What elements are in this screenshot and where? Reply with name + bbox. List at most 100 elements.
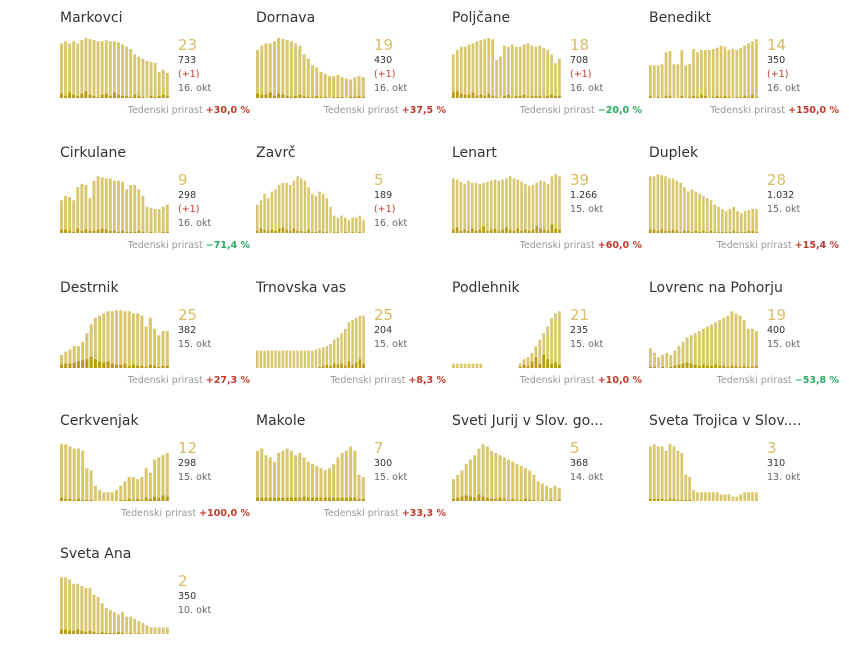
active-bar (664, 52, 668, 98)
new-case-bar (747, 230, 751, 233)
active-bar (546, 183, 550, 233)
panel-title: Zavrč (256, 145, 296, 161)
active-bar (121, 181, 124, 233)
active-bar (540, 483, 544, 501)
active-bar (732, 206, 736, 233)
new-case-bar (751, 230, 754, 233)
new-case-bar (673, 365, 677, 368)
active-bar (467, 180, 470, 233)
active-bar (131, 313, 135, 368)
active-bar (117, 180, 120, 233)
weekly-growth-value: +10,0 % (597, 375, 642, 386)
active-bar (333, 339, 336, 368)
new-case-bar (325, 364, 329, 368)
active-bar (129, 616, 133, 634)
active-bar (739, 494, 743, 501)
bar-chart (649, 444, 758, 501)
active-bar (700, 492, 703, 501)
weekly-growth-label: Tedenski prirast (127, 240, 203, 251)
active-bar (653, 352, 656, 368)
active-bar (672, 446, 676, 501)
new-case-bar (161, 94, 165, 98)
new-case-bar (76, 228, 80, 233)
active-bar (307, 187, 310, 233)
active-bar (96, 41, 100, 98)
new-case-bar (474, 230, 478, 233)
new-case-bar (468, 496, 472, 501)
active-count: 7 (374, 439, 384, 457)
active-bar (123, 311, 127, 368)
active-bar (550, 317, 553, 368)
active-bar (108, 41, 112, 98)
active-bar (76, 187, 80, 233)
active-bar (459, 46, 463, 98)
new-case-bar (704, 95, 707, 98)
new-case-bar (743, 95, 747, 98)
weekly-growth: Tedenski prirast +15,4 % (649, 240, 839, 251)
active-bar (693, 333, 697, 368)
active-bar (751, 209, 754, 233)
active-bar (355, 317, 358, 368)
daily-change: (+1) (178, 69, 200, 80)
active-bar (668, 444, 672, 501)
active-bar (92, 594, 96, 634)
new-case-bar (746, 366, 750, 368)
weekly-growth-label: Tedenski prirast (519, 105, 595, 116)
active-bar (81, 341, 85, 368)
active-bar (507, 459, 511, 501)
new-case-bar (100, 631, 104, 634)
active-bar (546, 50, 550, 98)
new-case-bar (676, 499, 680, 501)
new-case-bar (672, 498, 676, 501)
active-bar (340, 215, 343, 233)
new-case-bar (106, 361, 110, 368)
active-bar (127, 477, 131, 501)
active-bar (696, 52, 699, 98)
new-case-bar (332, 497, 336, 501)
active-bar (344, 78, 348, 98)
new-case-bar (161, 365, 165, 368)
active-bar (281, 182, 285, 233)
active-bar (322, 193, 325, 233)
active-bar (93, 317, 97, 368)
new-case-bar (508, 229, 512, 233)
new-case-bar (119, 364, 123, 368)
new-case-bar (514, 95, 518, 98)
active-count: 9 (178, 171, 188, 189)
active-bar (709, 200, 713, 233)
active-count: 19 (374, 36, 394, 54)
new-case-bar (306, 497, 310, 501)
new-case-bar (149, 95, 153, 98)
panel-title: Lenart (452, 145, 497, 161)
new-case-bar (455, 91, 459, 98)
new-case-bar (333, 231, 336, 233)
active-bar (463, 183, 466, 233)
new-case-bar (76, 361, 80, 368)
active-bar (322, 347, 325, 368)
new-case-bar (738, 366, 742, 368)
active-bar (136, 313, 140, 368)
panel-title: Podlehnik (452, 280, 520, 296)
new-case-bar (724, 231, 728, 233)
active-bar (112, 41, 116, 98)
new-case-bar (136, 498, 140, 501)
active-bar (514, 46, 518, 98)
active-bar (329, 206, 332, 233)
active-bar (714, 322, 718, 368)
new-case-bar (110, 363, 114, 368)
new-case-bar (100, 94, 104, 98)
active-bar (498, 455, 502, 501)
new-case-bar (89, 357, 93, 368)
new-case-bar (671, 229, 675, 233)
active-bar (137, 620, 141, 634)
active-bar (319, 468, 323, 501)
new-case-bar (260, 497, 264, 501)
weekly-growth-value: −71,4 % (205, 240, 250, 251)
new-case-bar (543, 229, 546, 233)
report-date: 16. okt (374, 83, 408, 94)
active-bar (311, 350, 314, 368)
municipality-panel: Sveti Jurij v Slov. go... 5 368 14. okt (452, 413, 642, 538)
active-bar (285, 182, 288, 233)
active-bar (323, 470, 327, 501)
new-case-bar (526, 96, 530, 98)
